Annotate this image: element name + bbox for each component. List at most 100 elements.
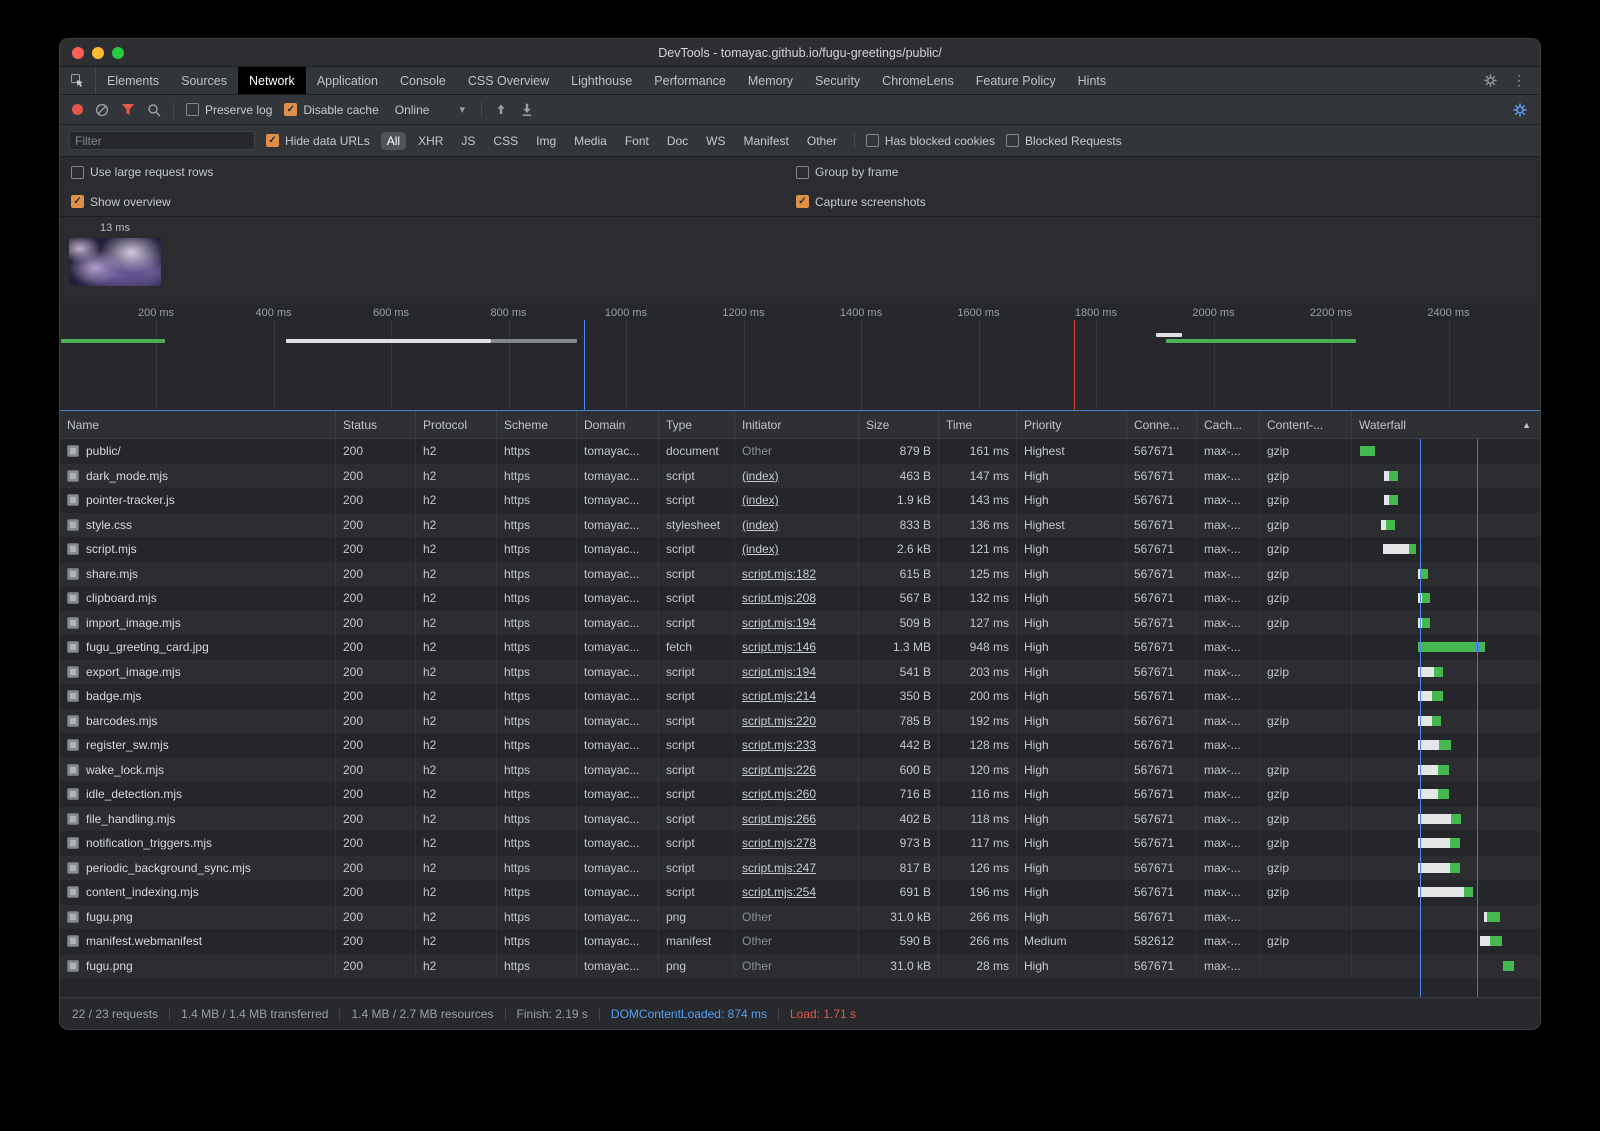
request-initiator[interactable]: script.mjs:226 xyxy=(742,762,817,777)
column-header-domain[interactable]: Domain xyxy=(577,411,659,438)
type-filter-font[interactable]: Font xyxy=(624,133,649,148)
tab-console[interactable]: Console xyxy=(399,73,446,88)
request-row[interactable]: notification_triggers.mjs 200 h2 https t… xyxy=(60,831,1540,856)
inspect-element-button[interactable] xyxy=(60,67,96,94)
group-by-frame-checkbox[interactable] xyxy=(796,165,809,179)
tab-sources[interactable]: Sources xyxy=(181,73,227,88)
minimize-button[interactable] xyxy=(92,46,104,59)
request-row[interactable]: barcodes.mjs 200 h2 https tomayac... scr… xyxy=(60,708,1540,733)
network-settings-gear-icon[interactable] xyxy=(1512,102,1528,118)
column-header-initiator[interactable]: Initiator xyxy=(735,411,859,438)
column-header-protocol[interactable]: Protocol xyxy=(416,411,497,438)
request-initiator[interactable]: script.mjs:233 xyxy=(742,738,817,753)
request-initiator[interactable]: script.mjs:208 xyxy=(742,591,817,606)
type-filter-other[interactable]: Other xyxy=(806,133,837,148)
type-filter-js[interactable]: JS xyxy=(461,133,476,148)
request-initiator[interactable]: (index) xyxy=(742,493,779,508)
request-initiator[interactable]: (index) xyxy=(742,468,779,483)
request-initiator[interactable]: (index) xyxy=(742,542,779,557)
close-button[interactable] xyxy=(72,46,84,59)
column-header-name[interactable]: Name xyxy=(60,411,336,438)
request-row[interactable]: pointer-tracker.js 200 h2 https tomayac.… xyxy=(60,488,1540,513)
type-filter-css[interactable]: CSS xyxy=(493,133,519,148)
group-by-frame-toggle[interactable]: Group by frame xyxy=(796,165,898,179)
more-options-icon[interactable]: ⋮ xyxy=(1512,72,1526,88)
preserve-log-toggle[interactable]: Preserve log xyxy=(186,103,272,117)
tab-application[interactable]: Application xyxy=(316,73,378,88)
clear-button[interactable] xyxy=(95,103,109,117)
timeline-overview[interactable]: 200 ms 400 ms 600 ms 800 ms 1000 ms 1200 ms 14… xyxy=(60,303,1540,411)
filmstrip-thumbnail[interactable] xyxy=(69,238,161,286)
disable-cache-toggle[interactable]: ✓ Disable cache xyxy=(284,103,379,117)
request-row[interactable]: share.mjs 200 h2 https tomayac... script… xyxy=(60,561,1540,586)
type-filter-manifest[interactable]: Manifest xyxy=(743,133,789,148)
use-large-request-rows-toggle[interactable]: Use large request rows xyxy=(71,165,213,179)
column-header-time[interactable]: Time xyxy=(939,411,1017,438)
tab-security[interactable]: Security xyxy=(815,73,861,88)
tab-chromelens[interactable]: ChromeLens xyxy=(882,73,954,88)
request-row[interactable]: script.mjs 200 h2 https tomayac... scrip… xyxy=(60,537,1540,562)
search-icon[interactable] xyxy=(147,103,161,117)
request-row[interactable]: content_indexing.mjs 200 h2 https tomaya… xyxy=(60,880,1540,905)
column-header-type[interactable]: Type xyxy=(659,411,735,438)
filter-input[interactable] xyxy=(69,131,255,150)
request-row[interactable]: badge.mjs 200 h2 https tomayac... script… xyxy=(60,684,1540,709)
type-filter-ws[interactable]: WS xyxy=(706,133,726,148)
request-initiator[interactable]: script.mjs:220 xyxy=(742,713,817,728)
column-header-priority[interactable]: Priority xyxy=(1017,411,1127,438)
hide-data-urls-checkbox[interactable]: ✓ xyxy=(266,134,279,147)
hide-data-urls-toggle[interactable]: ✓ Hide data URLs xyxy=(266,134,370,148)
request-row[interactable]: dark_mode.mjs 200 h2 https tomayac... sc… xyxy=(60,463,1540,488)
tab-css-overview[interactable]: CSS Overview xyxy=(467,73,550,88)
request-row[interactable]: export_image.mjs 200 h2 https tomayac...… xyxy=(60,659,1540,684)
blocked-requests-toggle[interactable]: Blocked Requests xyxy=(1005,134,1122,148)
request-initiator[interactable]: script.mjs:254 xyxy=(742,885,817,900)
column-header-size[interactable]: Size xyxy=(859,411,939,438)
capture-screenshots-checkbox[interactable]: ✓ xyxy=(796,195,809,208)
type-filter-xhr[interactable]: XHR xyxy=(418,133,444,148)
request-initiator[interactable]: script.mjs:278 xyxy=(742,836,817,851)
has-blocked-cookies-checkbox[interactable] xyxy=(865,134,879,147)
tab-performance[interactable]: Performance xyxy=(654,73,726,88)
tab-elements[interactable]: Elements xyxy=(107,73,160,88)
tab-network[interactable]: Network xyxy=(237,67,306,94)
capture-screenshots-toggle[interactable]: ✓ Capture screenshots xyxy=(796,195,926,209)
disable-cache-checkbox[interactable]: ✓ xyxy=(284,103,298,116)
request-row[interactable]: style.css 200 h2 https tomayac... styles… xyxy=(60,512,1540,537)
export-har-icon[interactable] xyxy=(520,103,534,117)
request-row[interactable]: file_handling.mjs 200 h2 https tomayac..… xyxy=(60,806,1540,831)
throttling-select[interactable]: Online ▾ xyxy=(391,101,469,119)
tab-hints[interactable]: Hints xyxy=(1077,73,1107,88)
request-initiator[interactable]: (index) xyxy=(742,517,779,532)
column-header-status[interactable]: Status xyxy=(336,411,416,438)
request-row[interactable]: manifest.webmanifest 200 h2 https tomaya… xyxy=(60,929,1540,954)
show-overview-toggle[interactable]: ✓ Show overview xyxy=(71,195,171,209)
request-row[interactable]: fugu.png 200 h2 https tomayac... png Oth… xyxy=(60,953,1540,978)
request-initiator[interactable]: script.mjs:194 xyxy=(742,615,817,630)
record-button[interactable] xyxy=(72,104,83,115)
tab-memory[interactable]: Memory xyxy=(747,73,794,88)
request-row[interactable]: periodic_background_sync.mjs 200 h2 http… xyxy=(60,855,1540,880)
request-row[interactable]: import_image.mjs 200 h2 https tomayac...… xyxy=(60,610,1540,635)
show-overview-checkbox[interactable]: ✓ xyxy=(71,195,84,208)
settings-gear-icon[interactable] xyxy=(1483,73,1498,88)
type-filter-media[interactable]: Media xyxy=(574,133,607,148)
request-initiator[interactable]: script.mjs:266 xyxy=(742,811,817,826)
import-har-icon[interactable] xyxy=(494,103,508,117)
preserve-log-checkbox[interactable] xyxy=(186,103,199,116)
tab-feature-policy[interactable]: Feature Policy xyxy=(975,73,1056,88)
type-filter-img[interactable]: Img xyxy=(536,133,557,148)
request-initiator[interactable]: script.mjs:146 xyxy=(742,640,817,655)
column-header-cach[interactable]: Cach... xyxy=(1197,411,1260,438)
request-row[interactable]: fugu_greeting_card.jpg 200 h2 https toma… xyxy=(60,635,1540,660)
request-initiator[interactable]: script.mjs:194 xyxy=(742,664,817,679)
request-initiator[interactable]: script.mjs:247 xyxy=(742,860,817,875)
column-header-scheme[interactable]: Scheme xyxy=(497,411,577,438)
tab-lighthouse[interactable]: Lighthouse xyxy=(571,73,633,88)
request-row[interactable]: wake_lock.mjs 200 h2 https tomayac... sc… xyxy=(60,757,1540,782)
has-blocked-cookies-toggle[interactable]: Has blocked cookies xyxy=(865,134,995,148)
request-row[interactable]: clipboard.mjs 200 h2 https tomayac... sc… xyxy=(60,586,1540,611)
use-large-request-rows-checkbox[interactable] xyxy=(71,165,84,179)
request-initiator[interactable]: script.mjs:214 xyxy=(742,689,817,704)
type-filter-doc[interactable]: Doc xyxy=(666,133,689,148)
